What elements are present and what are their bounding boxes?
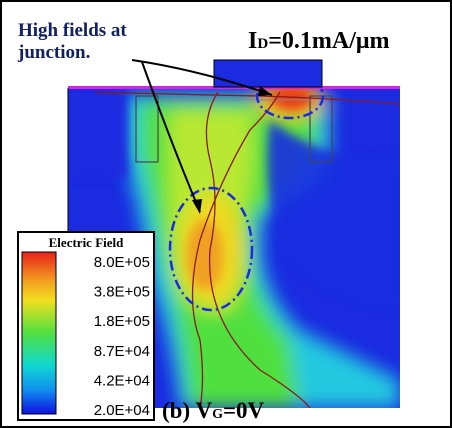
annotation: High fields at [18, 20, 127, 41]
caption-prefix: (b) V [162, 398, 212, 423]
arrow [141, 61, 201, 213]
colorbar-label: 8.0E+05 [94, 254, 150, 271]
current-subscript: D [257, 36, 268, 52]
colorbar-title: Electric Field [49, 235, 124, 250]
current-symbol: I [248, 28, 257, 54]
colorbar-labels: 8.0E+05 3.8E+05 1.8E+05 8.7E+04 4.2E+04 2.0E+… [94, 254, 150, 419]
colorbar-label: 8.7E+04 [94, 343, 150, 360]
arrow-head [192, 199, 202, 214]
current-label: ID=0.1mA/μm [248, 28, 389, 54]
high-field-region [168, 186, 254, 312]
annotation: junction. [17, 42, 90, 63]
caption-subscript: G [212, 407, 223, 422]
drain-region [309, 95, 333, 163]
high-field-region [255, 88, 325, 120]
colorbar-label: 1.8E+05 [94, 313, 150, 330]
arrow [131, 59, 273, 96]
colorbar-label: 3.8E+05 [94, 284, 150, 301]
flow-line [191, 91, 281, 408]
colorbar-gradient [21, 251, 57, 415]
gate [213, 59, 323, 88]
arrow-head [258, 86, 272, 96]
colorbar-label: 4.2E+04 [94, 372, 150, 389]
current-value: =0.1mA/μm [268, 28, 389, 54]
source-region [135, 95, 159, 163]
caption-value: =0V [223, 398, 265, 423]
caption: (b) VG=0V [162, 398, 265, 423]
flow-line [205, 91, 311, 408]
colorbar-label: 2.0E+04 [94, 402, 150, 419]
